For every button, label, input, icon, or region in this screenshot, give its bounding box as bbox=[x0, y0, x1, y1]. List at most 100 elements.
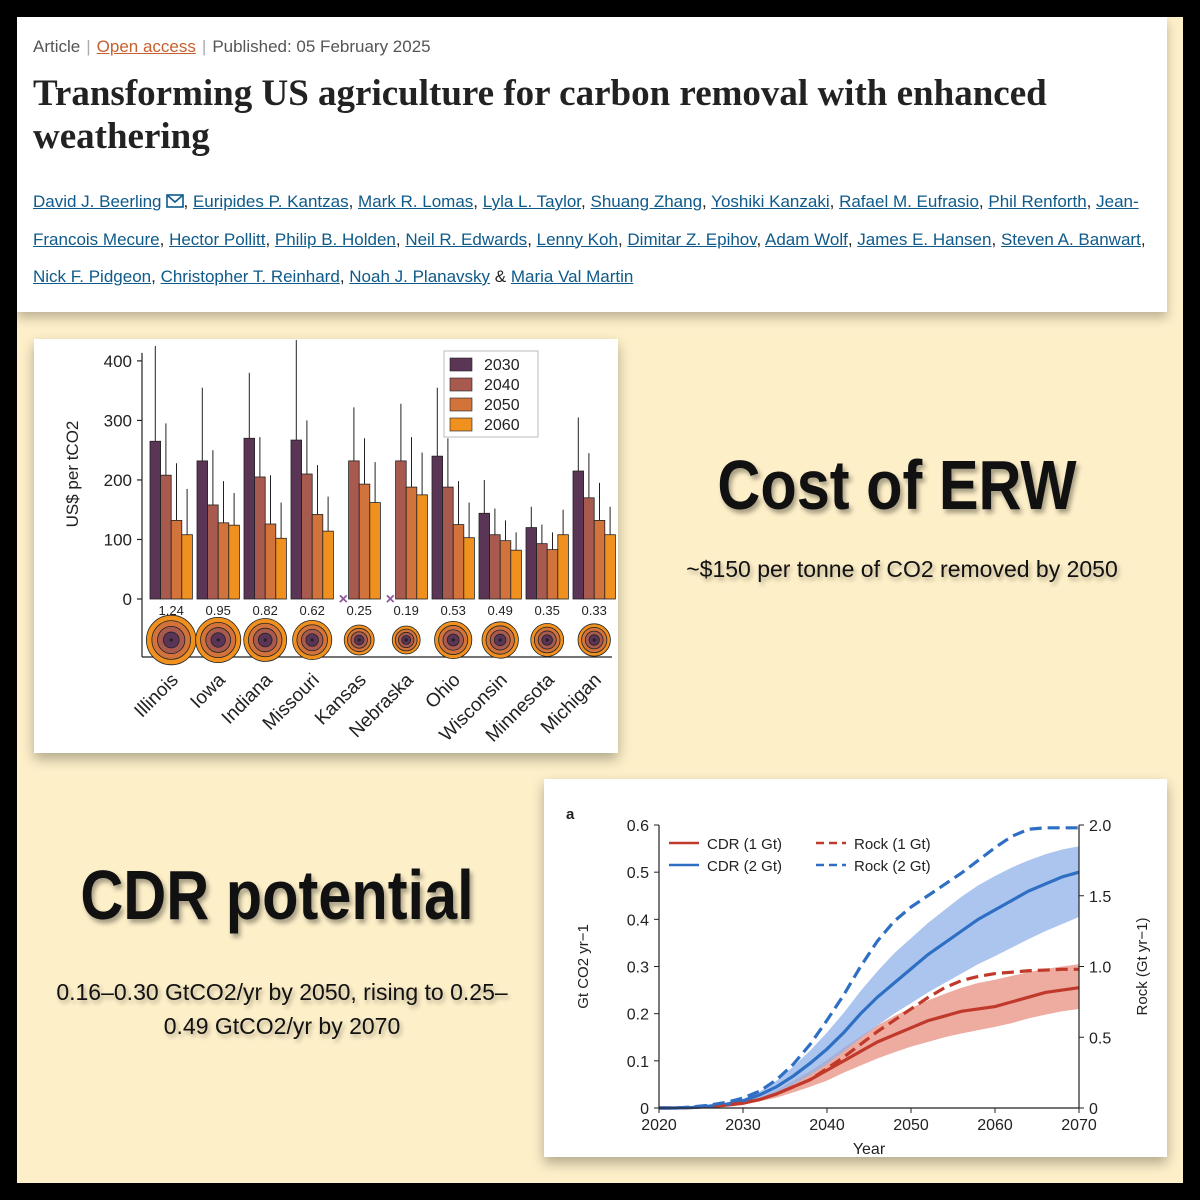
bar-2030-missouri bbox=[290, 439, 303, 600]
y-tick-label: 0.2 bbox=[627, 1007, 649, 1024]
legend-label: 2060 bbox=[484, 417, 520, 434]
author-link[interactable]: Shuang Zhang bbox=[590, 192, 703, 211]
author-link[interactable]: Noah J. Planavsky bbox=[349, 267, 491, 286]
bar-2050-ohio bbox=[452, 524, 465, 600]
legend-swatch-2060 bbox=[449, 417, 473, 432]
author-link[interactable]: Hector Pollitt bbox=[169, 229, 266, 249]
y-tick-label: 0 bbox=[123, 590, 132, 609]
author-separator: , bbox=[702, 192, 712, 211]
bar-2050-minnesota bbox=[546, 549, 559, 600]
bar-2050-nebraska bbox=[405, 486, 418, 600]
author-separator: & bbox=[490, 267, 511, 286]
article-meta: Article | Open access | Published: 05 Februa… bbox=[33, 37, 431, 57]
series-line-cdr-2-gt- bbox=[659, 870, 1080, 1110]
author-link[interactable]: Adam Wolf bbox=[765, 229, 848, 249]
x-tick-label: 2050 bbox=[893, 1117, 929, 1134]
author-link[interactable]: Christopher T. Reinhard bbox=[160, 267, 340, 286]
bar-2060-minnesota bbox=[557, 534, 569, 600]
author-separator: , bbox=[1086, 192, 1097, 211]
area-bubble-center bbox=[592, 638, 596, 642]
author-separator: , bbox=[183, 192, 193, 211]
y-tick-label: 0.3 bbox=[627, 960, 649, 977]
area-label: 0.95 bbox=[206, 603, 231, 618]
cost-heading: Cost of ERW bbox=[717, 446, 1077, 524]
author-link[interactable]: Maria Val Martin bbox=[510, 267, 634, 286]
author-separator: , bbox=[339, 267, 350, 286]
legend-swatch-2030 bbox=[449, 357, 473, 372]
author-link[interactable]: Philip B. Holden bbox=[274, 229, 396, 249]
author-link[interactable]: Nick F. Pidgeon bbox=[33, 267, 152, 286]
x-tick-label: Iowa bbox=[187, 669, 231, 713]
author-link[interactable]: Lyla L. Taylor bbox=[482, 192, 582, 211]
cdr-line-chart: a 0 0.1 0.2 0.3 0.4 0.5 0.6 0 0.5 1.0 1.5 2.0 2020 203… bbox=[566, 806, 1151, 1158]
author-link[interactable]: Steven A. Banwart bbox=[1000, 229, 1141, 249]
email-icon[interactable] bbox=[165, 194, 184, 208]
author-separator: , bbox=[348, 192, 359, 211]
article-header-card: Article | Open access | Published: 05 Februa… bbox=[17, 17, 1167, 312]
y-tick-label: 300 bbox=[104, 411, 132, 430]
y-tick-label: 0.5 bbox=[627, 865, 649, 882]
author-link[interactable]: Jean-Francois Mecure bbox=[33, 192, 1139, 249]
bar-2040-michigan bbox=[583, 497, 595, 600]
author-separator: , bbox=[991, 229, 1001, 249]
y-axis-label: US$ per tCO2 bbox=[63, 421, 82, 528]
bar-2040-illinois bbox=[160, 474, 172, 600]
bar-2030-wisconsin bbox=[478, 512, 491, 600]
bar-2040-wisconsin bbox=[489, 534, 501, 600]
y-tick-label: 0.6 bbox=[627, 818, 649, 835]
bar-2050-wisconsin bbox=[499, 540, 512, 600]
author-separator: , bbox=[581, 192, 591, 211]
bar-2040-nebraska bbox=[395, 460, 407, 600]
author-link[interactable]: James E. Hansen bbox=[857, 229, 992, 249]
open-access-link[interactable]: Open access bbox=[96, 37, 196, 56]
bar-2030-minnesota bbox=[525, 527, 538, 600]
author-separator: , bbox=[527, 229, 537, 249]
y2-tick-label: 1.0 bbox=[1089, 960, 1111, 977]
infographic-canvas: Article | Open access | Published: 05 Februa… bbox=[17, 17, 1183, 1183]
bar-2030-ohio bbox=[431, 455, 444, 600]
bar-2040-minnesota bbox=[536, 543, 548, 600]
author-link[interactable]: Phil Renforth bbox=[988, 192, 1087, 211]
author-link[interactable]: Dimitar Z. Epihov bbox=[627, 229, 757, 249]
author-link[interactable]: Neil R. Edwards bbox=[405, 229, 528, 249]
bar-2060-wisconsin bbox=[510, 549, 522, 600]
author-separator: , bbox=[1140, 229, 1146, 249]
author-list: David J. Beerling, Euripides P. Kantzas,… bbox=[33, 183, 1153, 296]
area-bubble-center bbox=[216, 638, 220, 642]
area-bubble-center bbox=[357, 638, 361, 642]
author-separator: , bbox=[151, 267, 161, 286]
y-tick-label: 0.1 bbox=[627, 1054, 649, 1071]
area-bubble-center bbox=[545, 638, 549, 642]
area-bubble-center bbox=[310, 638, 314, 642]
bar-2040-iowa bbox=[207, 504, 219, 600]
bar-2060-ohio bbox=[463, 537, 475, 600]
y2-tick-label: 2.0 bbox=[1089, 818, 1111, 835]
series-line-rock-2-gt- bbox=[659, 826, 1079, 1110]
area-label: 0.33 bbox=[582, 603, 607, 618]
author-link[interactable]: Mark R. Lomas bbox=[358, 192, 474, 211]
bar-2060-michigan bbox=[604, 534, 616, 600]
y-tick-label: 0 bbox=[640, 1101, 649, 1118]
author-link[interactable]: Euripides P. Kantzas bbox=[192, 192, 349, 211]
uncertainty-band-1gt bbox=[659, 964, 1079, 1108]
author-separator: , bbox=[829, 192, 840, 211]
x-axis-label: Year bbox=[853, 1141, 886, 1157]
author-link[interactable]: David J. Beerling bbox=[33, 192, 162, 211]
x-tick-label: 2060 bbox=[977, 1117, 1013, 1134]
author-link[interactable]: Lenny Koh bbox=[536, 229, 618, 249]
bar-2060-kansas bbox=[369, 502, 381, 600]
legend-swatch-2040 bbox=[449, 377, 473, 392]
meta-divider: | bbox=[86, 37, 91, 56]
bar-2030-illinois bbox=[149, 440, 162, 600]
author-link[interactable]: Yoshiki Kanzaki bbox=[711, 192, 830, 211]
author-link[interactable]: Rafael M. Eufrasio bbox=[839, 192, 979, 211]
missing-marker: × bbox=[386, 591, 395, 608]
area-label: 0.25 bbox=[347, 603, 372, 618]
bar-2040-missouri bbox=[301, 473, 313, 600]
cdr-chart-panel: a 0 0.1 0.2 0.3 0.4 0.5 0.6 0 0.5 1.0 1.5 2.0 2020 203… bbox=[544, 779, 1167, 1158]
bar-2030-michigan bbox=[572, 470, 585, 600]
y-tick-label: 400 bbox=[104, 352, 132, 371]
bar-2060-illinois bbox=[181, 534, 193, 600]
legend-label: 2050 bbox=[484, 397, 520, 414]
bar-2050-iowa bbox=[217, 522, 230, 600]
